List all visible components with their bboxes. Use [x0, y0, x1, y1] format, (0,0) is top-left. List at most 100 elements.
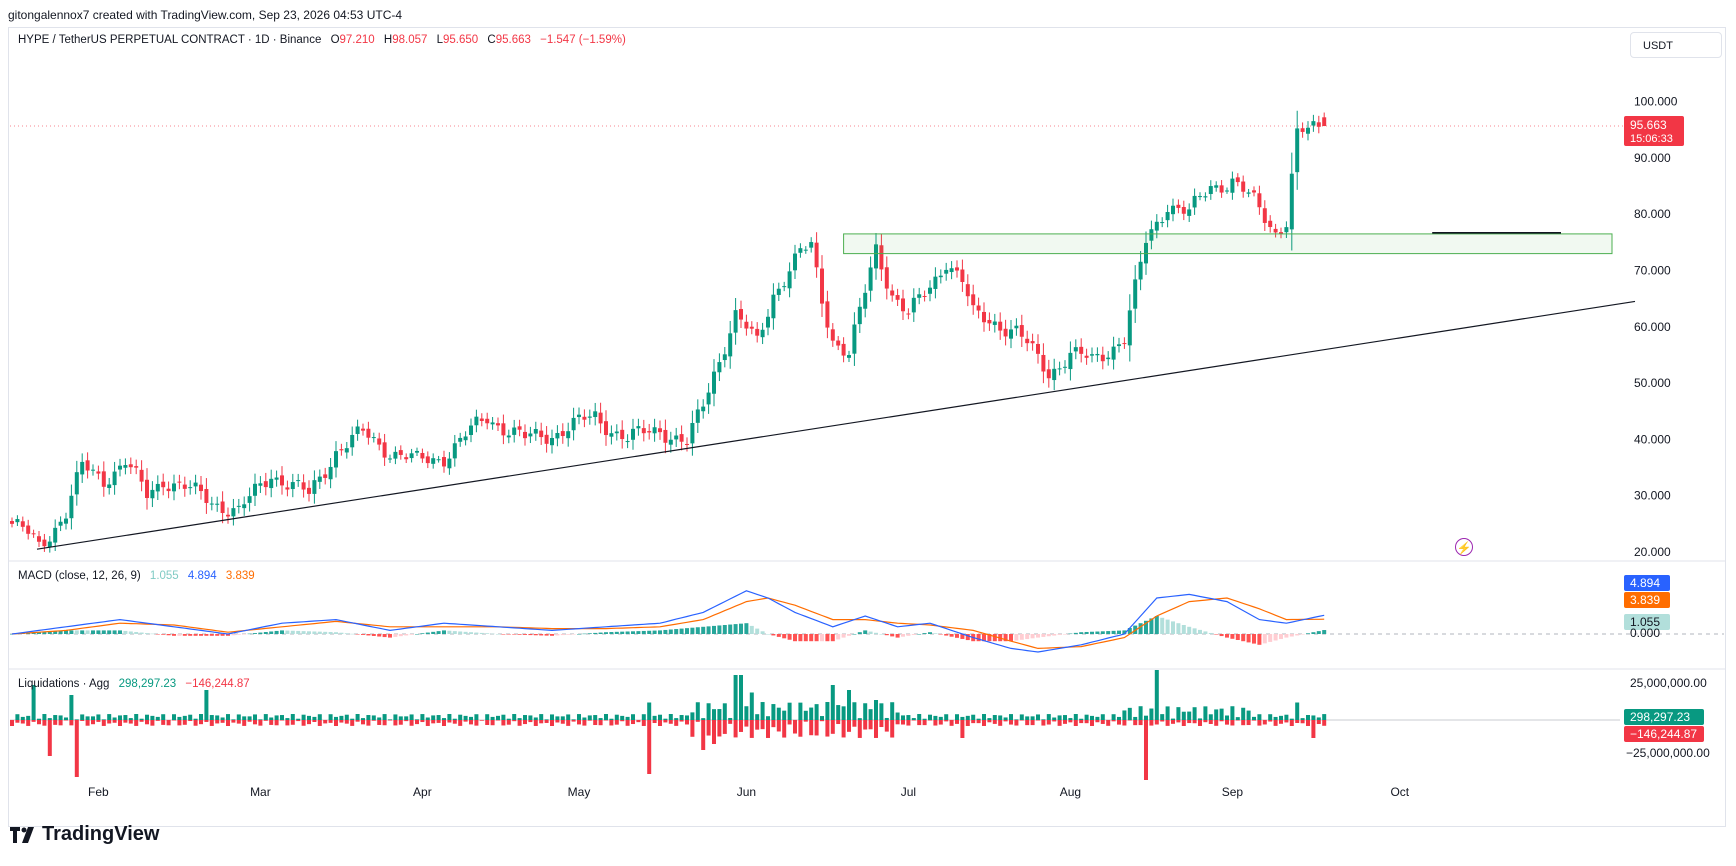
- candle-body: [587, 416, 592, 418]
- liquidation-short-bar: [355, 720, 360, 722]
- liquidation-short-bar: [1160, 720, 1165, 722]
- macd-axis-tag-label: 1.055: [1630, 615, 1660, 629]
- candle: [1122, 337, 1127, 349]
- candle-body: [1289, 173, 1294, 230]
- candle-body: [1046, 369, 1051, 379]
- candle-body: [825, 301, 830, 328]
- candle: [182, 476, 187, 497]
- candle-body: [37, 536, 41, 542]
- macd-hist-bar: [641, 630, 646, 634]
- candle-body: [69, 495, 74, 519]
- candle-body: [803, 249, 808, 251]
- candle-body: [393, 451, 398, 459]
- liquidation-long-bar: [1117, 716, 1121, 720]
- candle-body: [1262, 208, 1267, 223]
- liquidation-short-bar: [1268, 720, 1273, 722]
- liquidation-long-bar: [679, 715, 684, 720]
- liquidation-short-bar: [868, 720, 873, 730]
- liquidation-long-bar: [776, 707, 781, 720]
- macd-hist-bar: [609, 632, 614, 634]
- macd-hist-bar: [382, 634, 387, 638]
- liquidation-long-bar: [1241, 707, 1246, 720]
- liquidation-long-bar: [647, 702, 652, 720]
- liquidation-long-bar: [371, 715, 376, 720]
- candle: [884, 256, 889, 300]
- macd-hist-bar: [485, 633, 490, 634]
- macd-hist-bar: [280, 630, 284, 634]
- macd-hist-bar: [706, 626, 711, 634]
- macd-hist-bar: [1073, 632, 1078, 634]
- macd-hist-bar: [1095, 631, 1100, 634]
- macd-hist-bar: [47, 631, 52, 634]
- candle: [361, 423, 365, 436]
- liquidation-long-bar: [739, 675, 743, 720]
- candle: [550, 429, 554, 454]
- macd-hist-bar: [91, 630, 95, 634]
- candle-body: [1322, 117, 1327, 127]
- attribution: gitongalennox7 created with TradingView.…: [8, 8, 403, 22]
- liquidation-short-bar: [1009, 720, 1013, 725]
- candle: [620, 420, 625, 449]
- macd-hist-bar: [631, 631, 635, 634]
- symbol-title: HYPE / TetherUS PERPETUAL CONTRACT · 1D …: [18, 34, 322, 46]
- macd-hist-bar: [884, 634, 889, 636]
- candle: [1127, 294, 1132, 362]
- candle-body: [679, 434, 684, 442]
- macd-hist-bar: [1273, 634, 1278, 641]
- liquidation-long-bar: [1284, 714, 1289, 720]
- candle: [15, 515, 20, 526]
- macd-hist-bar: [695, 627, 700, 634]
- candle-body: [442, 457, 446, 467]
- liquidation-long-bar: [258, 719, 263, 720]
- macd-hist-bar: [425, 632, 430, 634]
- candle: [679, 425, 684, 451]
- candle-body: [836, 340, 841, 346]
- liquidations-axis-label: 25,000,000.00: [1630, 676, 1707, 690]
- macd-hist-bar: [323, 631, 328, 634]
- macd-hist-bar: [296, 630, 301, 634]
- currency-button[interactable]: USDT: [1630, 32, 1722, 58]
- candle-body: [496, 423, 500, 426]
- candle: [1219, 180, 1224, 198]
- liquidation-long-bar: [733, 675, 738, 720]
- candle: [960, 259, 965, 292]
- candle: [517, 419, 522, 437]
- macd-hist-bar: [1117, 630, 1121, 634]
- candle: [857, 297, 862, 333]
- macd-hist-bar: [263, 632, 268, 634]
- candle-body: [884, 267, 889, 289]
- liquidation-short-bar: [1230, 720, 1235, 726]
- candle: [91, 464, 95, 476]
- macd-hist-bar: [679, 628, 684, 634]
- candle-body: [112, 471, 117, 486]
- macd-hist-bar: [744, 623, 749, 634]
- candle-body: [663, 429, 668, 443]
- macd-hist-bar: [928, 632, 932, 634]
- macd-hist-bar: [820, 634, 824, 642]
- change-value: −1.547 (−1.59%): [540, 34, 626, 46]
- macd-hist-bar: [987, 634, 992, 642]
- liquidation-short-bar: [1306, 720, 1310, 726]
- candle: [1111, 336, 1116, 370]
- candle: [204, 478, 209, 514]
- candle-body: [469, 425, 473, 435]
- candle-body: [717, 362, 722, 373]
- macd-hist-bar: [112, 630, 117, 634]
- liquidation-short-bar: [53, 720, 58, 725]
- macd-axis-tag: [1624, 614, 1670, 630]
- liquidation-short-bar: [118, 720, 122, 726]
- candle-body: [690, 422, 695, 444]
- liquidation-short-bar: [647, 720, 652, 774]
- candle: [739, 300, 743, 328]
- liquidation-short-bar: [280, 720, 284, 721]
- candle: [1133, 265, 1138, 323]
- candle-body: [917, 294, 922, 298]
- liquidation-short-bar: [274, 720, 279, 726]
- candle: [263, 472, 268, 496]
- liquidation-short-bar: [1295, 720, 1300, 723]
- candle: [1306, 121, 1310, 141]
- candle-body: [134, 466, 139, 468]
- flash-icon[interactable]: ⚡: [1455, 538, 1473, 556]
- macd-hist-bar: [1100, 631, 1105, 634]
